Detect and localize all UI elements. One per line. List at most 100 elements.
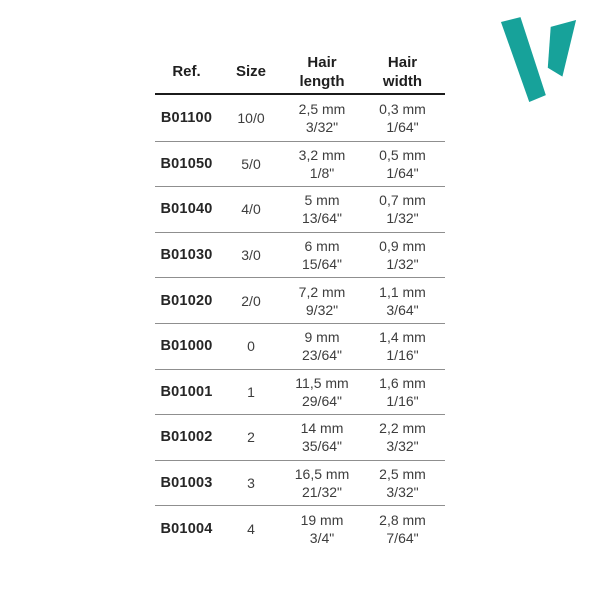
hair-length-value: 11,5 mm 29/64": [284, 370, 360, 415]
hair-width-value: 2,5 mm 3/32": [360, 461, 445, 506]
table-row: B01000 0 9 mm 23/64" 1,4 mm 1/16": [155, 322, 445, 369]
hair-length-inch: 3/4": [309, 529, 335, 546]
size-value: 3/0: [241, 247, 261, 264]
hair-width-mm: 2,2 mm: [379, 420, 426, 437]
hair-width-mm: 0,7 mm: [379, 192, 426, 209]
hair-width-inch: 1/64": [386, 164, 419, 181]
hair-length-mm: 9 mm: [304, 329, 340, 346]
table-row: B01003 3 16,5 mm 21/32" 2,5 mm 3/32": [155, 459, 445, 506]
hair-width-inch: 1/64": [386, 118, 419, 135]
column-header-label: width: [382, 72, 423, 90]
hair-length-value: 6 mm 15/64": [284, 233, 360, 278]
hair-length-inch: 29/64": [301, 392, 342, 409]
size-value: 4/0: [241, 201, 261, 218]
hair-length-inch: 15/64": [301, 256, 342, 273]
ref-value: B01040: [160, 201, 213, 218]
column-header-label: Ref.: [172, 63, 201, 80]
table-row: B01040 4/0 5 mm 13/64" 0,7 mm 1/32": [155, 186, 445, 232]
table-row: B01002 2 14 mm 35/64" 2,2 mm 3/32": [155, 414, 445, 460]
column-header-label: Size: [235, 63, 266, 80]
ref-value: B01000: [160, 338, 213, 355]
column-header-hair-width: Hair width: [360, 50, 445, 93]
hair-length-mm: 7,2 mm: [298, 283, 346, 300]
hair-length-inch: 13/64": [301, 210, 342, 227]
hair-length-inch: 35/64": [301, 438, 342, 455]
hair-length-value: 19 mm 3/4": [284, 506, 360, 551]
hair-width-value: 0,5 mm 1/64": [360, 142, 445, 187]
hair-length-mm: 5 mm: [304, 192, 340, 209]
hair-length-value: 5 mm 13/64": [284, 187, 360, 232]
hair-length-mm: 16,5 mm: [294, 466, 350, 483]
hair-length-mm: 19 mm: [300, 511, 344, 528]
hair-length-value: 3,2 mm 1/8": [284, 142, 360, 187]
size-value: 4: [247, 520, 255, 537]
hair-length-inch: 23/64": [301, 347, 342, 364]
hair-width-mm: 2,5 mm: [379, 466, 426, 483]
hair-width-inch: 3/32": [386, 438, 419, 455]
hair-length-inch: 9/32": [305, 301, 339, 318]
hair-length-value: 9 mm 23/64": [284, 324, 360, 369]
hair-width-value: 2,2 mm 3/32": [360, 415, 445, 460]
hair-length-inch: 21/32": [301, 484, 342, 501]
hair-length-mm: 6 mm: [304, 238, 340, 255]
hair-length-mm: 14 mm: [300, 420, 344, 437]
column-header-ref: Ref.: [155, 50, 218, 93]
size-value: 1: [247, 383, 255, 400]
v-logo-left-stroke: [500, 17, 546, 102]
table-row: B01050 5/0 3,2 mm 1/8" 0,5 mm 1/64": [155, 140, 445, 187]
hair-length-value: 16,5 mm 21/32": [284, 461, 360, 506]
size-value: 2/0: [241, 292, 261, 309]
hair-width-inch: 3/64": [386, 301, 419, 318]
hair-width-inch: 1/16": [386, 347, 419, 364]
size-value: 2: [247, 429, 255, 446]
hair-width-inch: 1/32": [386, 210, 419, 227]
column-header-hair-length: Hair length: [284, 50, 360, 93]
hair-width-value: 0,7 mm 1/32": [360, 187, 445, 232]
ref-value: B01020: [160, 292, 213, 309]
hair-length-value: 7,2 mm 9/32": [284, 278, 360, 323]
v-logo-right-stroke: [547, 20, 577, 77]
ref-value: B01100: [160, 109, 213, 126]
brand-v-logo: [500, 17, 577, 102]
table-row: B01001 1 11,5 mm 29/64" 1,6 mm 1/16": [155, 368, 445, 415]
hair-width-mm: 2,8 mm: [379, 511, 426, 528]
table-row: B01020 2/0 7,2 mm 9/32" 1,1 mm 3/64": [155, 277, 445, 323]
hair-width-mm: 0,5 mm: [379, 146, 426, 163]
brush-size-chart-table: Ref. Size Hair length Hair width B01100 …: [155, 50, 445, 551]
ref-value: B01002: [160, 429, 213, 446]
column-header-size: Size: [218, 50, 284, 93]
hair-width-inch: 1/32": [386, 256, 419, 273]
column-header-label: length: [299, 72, 345, 90]
hair-width-mm: 0,9 mm: [379, 238, 426, 255]
column-header-label: Hair: [387, 53, 418, 71]
hair-length-inch: 1/8": [309, 164, 335, 181]
hair-width-mm: 1,1 mm: [379, 283, 426, 300]
hair-width-value: 1,1 mm 3/64": [360, 278, 445, 323]
size-value: 0: [247, 338, 255, 355]
hair-width-value: 0,3 mm 1/64": [360, 95, 445, 141]
hair-length-mm: 11,5 mm: [295, 374, 349, 391]
hair-width-inch: 3/32": [386, 484, 419, 501]
size-value: 5/0: [241, 155, 261, 172]
hair-width-value: 1,4 mm 1/16": [360, 324, 445, 369]
table-row: B01030 3/0 6 mm 15/64" 0,9 mm 1/32": [155, 231, 445, 278]
hair-width-inch: 7/64": [386, 529, 419, 546]
hair-width-inch: 1/16": [386, 392, 419, 409]
hair-width-mm: 0,3 mm: [379, 100, 426, 117]
hair-length-inch: 3/32": [305, 118, 339, 135]
hair-length-value: 14 mm 35/64": [284, 415, 360, 460]
hair-length-mm: 3,2 mm: [298, 146, 346, 163]
size-value: 10/0: [237, 109, 265, 126]
table-row: B01100 10/0 2,5 mm 3/32" 0,3 mm 1/64": [155, 95, 445, 141]
hair-width-value: 2,8 mm 7/64": [360, 506, 445, 551]
hair-width-mm: 1,6 mm: [379, 374, 426, 391]
hair-length-mm: 2,5 mm: [298, 100, 346, 117]
hair-length-value: 2,5 mm 3/32": [284, 95, 360, 141]
table-row: B01004 4 19 mm 3/4" 2,8 mm 7/64": [155, 505, 445, 551]
ref-value: B01004: [160, 520, 213, 537]
ref-value: B01001: [160, 383, 213, 400]
hair-width-value: 1,6 mm 1/16": [360, 370, 445, 415]
size-value: 3: [247, 475, 255, 492]
ref-value: B01030: [160, 247, 213, 264]
column-header-label: Hair: [307, 53, 337, 71]
